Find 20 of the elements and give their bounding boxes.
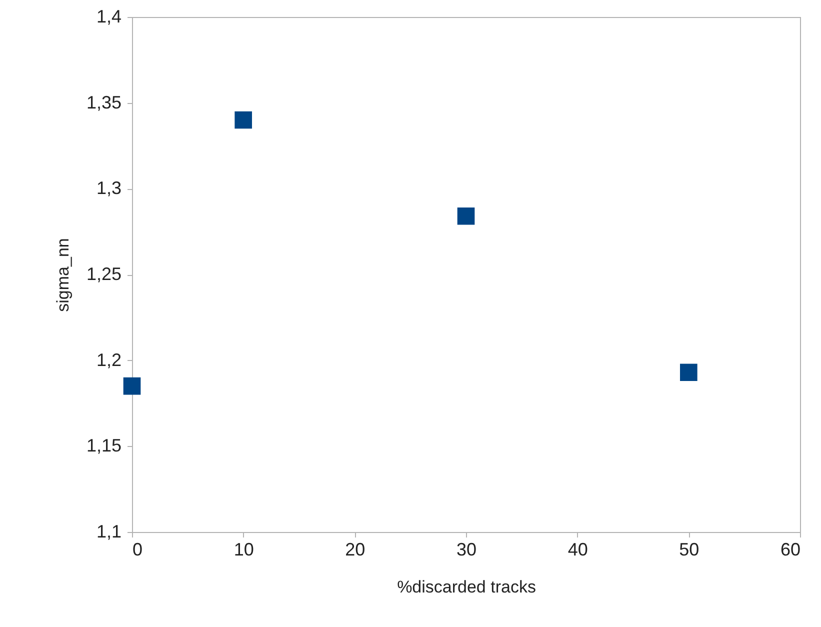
x-tick-label: 10 — [234, 540, 254, 560]
x-tick-label: 60 — [780, 540, 800, 560]
y-tick-label: 1,25 — [86, 264, 122, 284]
point — [234, 111, 252, 129]
x-tick-label: 0 — [132, 540, 143, 560]
x-tick-label: 40 — [568, 540, 588, 560]
x-tick-label: 50 — [679, 540, 700, 560]
x-tick-label: 20 — [345, 540, 366, 560]
x-axis-title: %discarded tracks — [397, 578, 536, 596]
x-tick-label: 30 — [456, 540, 477, 560]
point — [680, 364, 698, 382]
y-tick-label: 1,3 — [96, 178, 122, 198]
y-tick-label: 1,4 — [96, 6, 122, 26]
y-tick-label: 1,2 — [96, 350, 122, 370]
y-tick-label: 1,15 — [86, 436, 122, 456]
y-tick-label: 1,35 — [86, 92, 122, 112]
point — [123, 377, 141, 395]
y-tick-label: 1,1 — [96, 522, 122, 542]
point — [457, 207, 475, 225]
y-axis-title: sigma_nn — [53, 238, 72, 312]
